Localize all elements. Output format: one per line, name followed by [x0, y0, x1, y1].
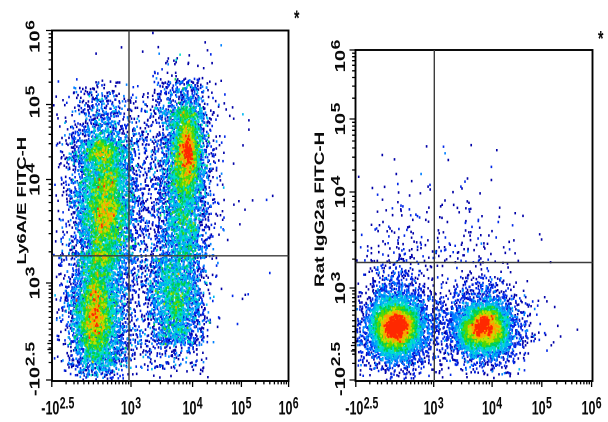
svg-text:2.5: 2.5 [24, 341, 38, 366]
svg-text:4: 4 [329, 175, 343, 185]
svg-text:Ly6A/E FITC-H: Ly6A/E FITC-H [14, 137, 29, 265]
svg-text:10: 10 [26, 277, 43, 300]
svg-text:*: * [598, 27, 603, 51]
svg-text:3: 3 [24, 266, 38, 276]
svg-text:-10: -10 [332, 367, 349, 396]
svg-text:10: 10 [582, 398, 596, 417]
svg-text:6: 6 [24, 20, 38, 30]
svg-text:-10: -10 [345, 398, 363, 417]
svg-text:10: 10 [332, 113, 349, 136]
svg-text:4: 4 [24, 163, 38, 173]
svg-text:2.5: 2.5 [329, 341, 343, 366]
svg-text:10: 10 [121, 398, 135, 417]
svg-text:10: 10 [482, 398, 496, 417]
svg-text:10: 10 [279, 398, 293, 417]
svg-text:2.5: 2.5 [60, 394, 75, 412]
svg-text:10: 10 [231, 398, 245, 417]
svg-text:6: 6 [596, 394, 602, 412]
svg-text:10: 10 [26, 30, 43, 53]
svg-text:10: 10 [332, 282, 349, 305]
svg-text:5: 5 [24, 85, 38, 95]
svg-text:3: 3 [135, 394, 141, 412]
svg-text:10: 10 [532, 398, 546, 417]
svg-text:5: 5 [246, 394, 252, 412]
svg-text:*: * [294, 6, 299, 30]
svg-text:10: 10 [26, 173, 43, 196]
svg-text:5: 5 [329, 102, 343, 112]
svg-text:10: 10 [26, 96, 43, 119]
svg-text:10: 10 [424, 398, 438, 417]
svg-text:10: 10 [332, 50, 349, 73]
svg-text:4: 4 [496, 394, 502, 412]
svg-text:10: 10 [183, 398, 197, 417]
svg-text:6: 6 [293, 394, 299, 412]
svg-text:-10: -10 [26, 367, 43, 396]
svg-text:10: 10 [332, 186, 349, 209]
svg-text:2.5: 2.5 [364, 394, 379, 412]
svg-text:3: 3 [329, 271, 343, 281]
svg-text:5: 5 [546, 394, 552, 412]
svg-text:-10: -10 [41, 398, 59, 417]
svg-text:6: 6 [329, 39, 343, 49]
svg-text:Rat IgG2a FITC-H: Rat IgG2a FITC-H [312, 132, 327, 287]
svg-text:4: 4 [197, 394, 203, 412]
svg-text:3: 3 [438, 394, 444, 412]
